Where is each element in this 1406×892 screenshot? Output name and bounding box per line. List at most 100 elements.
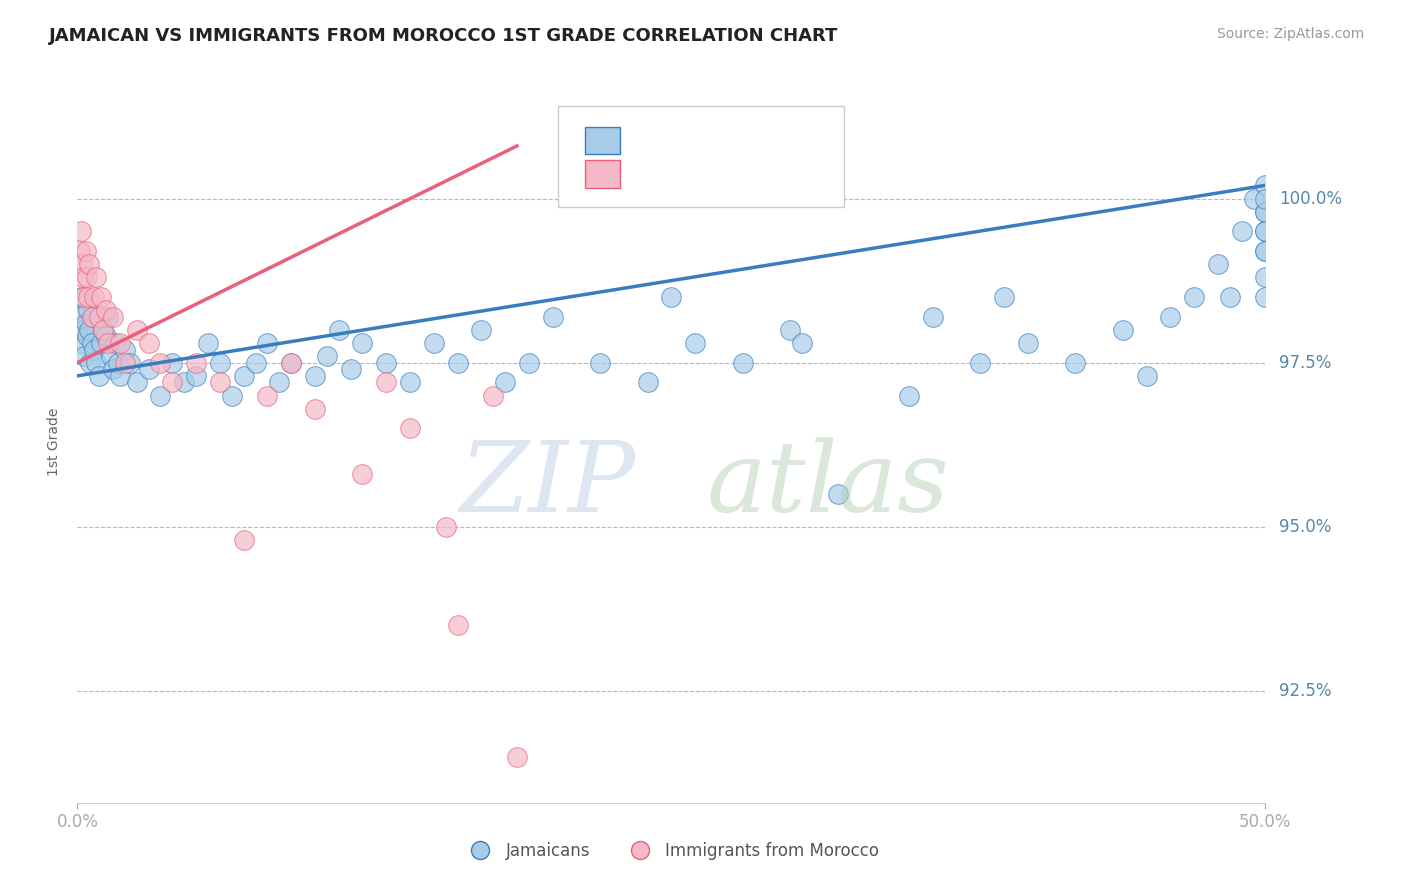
Point [208, 376, 231, 390]
Point [76, 270, 98, 285]
Point [470, 323, 492, 337]
Point [93, 323, 115, 337]
Point [69, 244, 91, 258]
Y-axis label: 1st Grade: 1st Grade [48, 408, 62, 475]
Point [72, 270, 94, 285]
Point [94, 303, 117, 318]
Text: 92.5%: 92.5% [1279, 682, 1331, 700]
Point [375, 356, 398, 370]
Point [97, 310, 120, 324]
Point [77, 323, 100, 337]
Point [517, 356, 540, 370]
Point [149, 388, 172, 402]
Point [70, 290, 93, 304]
Point [993, 290, 1015, 304]
Point [70, 224, 93, 238]
Point [898, 388, 921, 402]
Text: 95.0%: 95.0% [1279, 518, 1331, 536]
Point [77, 303, 100, 318]
Point [256, 388, 278, 402]
Text: atlas: atlas [707, 437, 950, 533]
Point [1112, 323, 1135, 337]
Point [83, 343, 105, 357]
Point [304, 401, 326, 416]
Point [138, 362, 160, 376]
Point [731, 356, 754, 370]
Point [173, 376, 195, 390]
Point [90, 290, 112, 304]
Point [107, 356, 129, 370]
Point [482, 388, 505, 402]
Point [97, 336, 120, 351]
Point [75, 316, 97, 330]
Point [446, 618, 468, 632]
Point [1182, 290, 1205, 304]
Point [256, 336, 278, 351]
Point [232, 533, 254, 547]
Point [1254, 290, 1277, 304]
Point [86, 270, 108, 285]
Point [1159, 310, 1181, 324]
Point [108, 336, 131, 351]
Point [87, 368, 110, 383]
Text: Source: ZipAtlas.com: Source: ZipAtlas.com [1216, 27, 1364, 41]
Point [969, 356, 991, 370]
Point [197, 336, 219, 351]
Point [494, 376, 516, 390]
Point [280, 356, 302, 370]
Point [280, 356, 302, 370]
Point [93, 323, 115, 337]
Point [1243, 192, 1265, 206]
Point [104, 336, 127, 351]
Point [76, 329, 98, 343]
Point [72, 323, 94, 337]
Point [1254, 204, 1277, 219]
Point [1136, 368, 1159, 383]
Point [87, 310, 110, 324]
Point [118, 356, 141, 370]
Point [328, 323, 350, 337]
Point [921, 310, 943, 324]
Point [80, 336, 103, 351]
Point [94, 329, 117, 343]
Point [661, 290, 683, 304]
Text: 97.5%: 97.5% [1279, 354, 1331, 372]
Legend: Jamaicans, Immigrants from Morocco: Jamaicans, Immigrants from Morocco [457, 836, 886, 867]
Point [221, 388, 243, 402]
Point [83, 290, 105, 304]
Point [125, 376, 148, 390]
Point [101, 362, 124, 376]
Point [1254, 244, 1277, 258]
Text: ZIP: ZIP [460, 437, 636, 533]
Point [114, 343, 136, 357]
Point [125, 323, 148, 337]
Point [162, 356, 184, 370]
Point [1254, 224, 1277, 238]
Point [1017, 336, 1039, 351]
FancyBboxPatch shape [585, 161, 620, 188]
Text: JAMAICAN VS IMMIGRANTS FROM MOROCCO 1ST GRADE CORRELATION CHART: JAMAICAN VS IMMIGRANTS FROM MOROCCO 1ST … [49, 27, 838, 45]
Point [779, 323, 801, 337]
Point [73, 290, 96, 304]
Point [434, 520, 457, 534]
Point [399, 421, 422, 435]
Point [90, 336, 112, 351]
Point [315, 349, 337, 363]
Point [80, 310, 103, 324]
Point [208, 356, 231, 370]
Point [149, 356, 172, 370]
Point [637, 376, 659, 390]
Point [77, 257, 100, 271]
Point [1254, 224, 1277, 238]
Point [75, 244, 97, 258]
Point [1064, 356, 1087, 370]
Point [352, 336, 374, 351]
Point [399, 376, 422, 390]
Point [69, 310, 91, 324]
Point [506, 749, 529, 764]
FancyBboxPatch shape [585, 127, 620, 154]
Point [827, 487, 849, 501]
Point [352, 467, 374, 482]
Point [375, 376, 398, 390]
FancyBboxPatch shape [558, 105, 844, 207]
